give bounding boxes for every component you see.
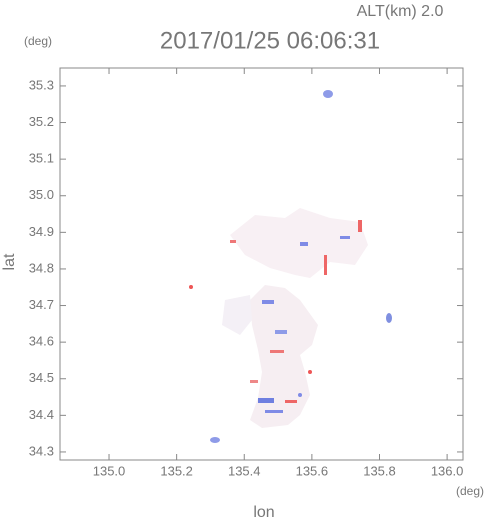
chart-title: 2017/01/25 06:06:31 [160, 27, 380, 54]
y-tick-label: 35.1 [29, 151, 54, 166]
x-tick-label: 135.2 [160, 463, 193, 478]
y-tick-label: 35.0 [29, 187, 54, 202]
y-tick-label: 35.3 [29, 77, 54, 92]
x-tick-label: 136.0 [431, 463, 464, 478]
y-unit: (deg) [24, 34, 52, 48]
y-tick-label: 34.7 [29, 297, 54, 312]
x-tick-label: 135.0 [93, 463, 126, 478]
y-tick-label: 34.8 [29, 260, 54, 275]
y-tick-label: 34.9 [29, 224, 54, 239]
altitude-label: ALT(km) 2.0 [357, 3, 444, 20]
y-tick-label: 34.3 [29, 443, 54, 458]
x-tick-label: 135.6 [296, 463, 329, 478]
plot-frame [59, 67, 464, 461]
x-tick-label: 135.8 [363, 463, 396, 478]
radar-echo [189, 90, 392, 443]
y-tick-label: 35.2 [29, 114, 54, 129]
y-tick-label: 34.5 [29, 370, 54, 385]
x-tick-label: 135.4 [228, 463, 261, 478]
x-axis-label: lon [253, 504, 274, 521]
x-unit: (deg) [456, 484, 484, 498]
y-axis-label: lat [1, 253, 18, 270]
y-tick-label: 34.4 [29, 407, 54, 422]
y-tick-label: 34.6 [29, 334, 54, 349]
